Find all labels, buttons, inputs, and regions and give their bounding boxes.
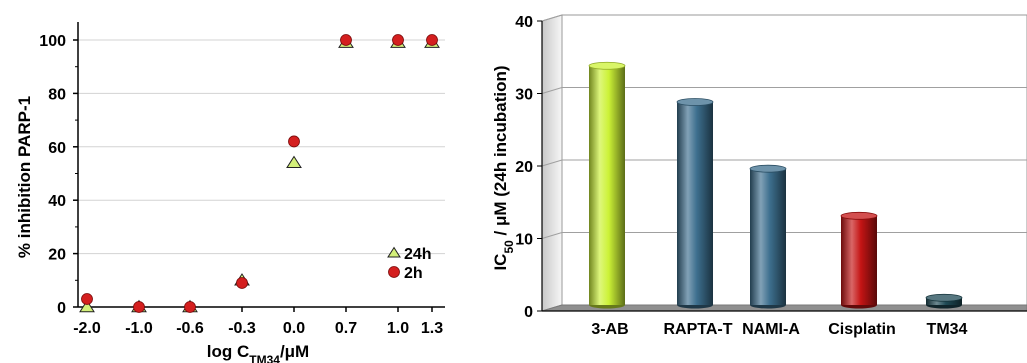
y-tick-label: 80 xyxy=(48,86,66,103)
y-tick-label: 10 xyxy=(515,232,533,249)
bar-top xyxy=(588,61,626,70)
x-tick-label: -0.3 xyxy=(228,320,256,337)
data-point-circle xyxy=(392,34,404,46)
bar-top xyxy=(840,211,878,220)
x-tick-label: 1.3 xyxy=(421,320,443,337)
category-label: 3-AB xyxy=(591,321,628,338)
category-label: NAMI-A xyxy=(742,321,800,338)
side-gridline xyxy=(541,87,563,94)
side-gridline xyxy=(541,232,563,239)
data-point-circle xyxy=(133,301,145,313)
side-gridline xyxy=(541,159,563,167)
category-label: Cisplatin xyxy=(828,321,896,338)
data-point-circle xyxy=(236,277,248,289)
legend-label: 2h xyxy=(404,265,423,282)
y-tick-label: 100 xyxy=(39,33,66,50)
y-tick-label: 40 xyxy=(515,14,533,31)
legend-marker-circle xyxy=(388,266,400,278)
bar-top xyxy=(749,164,787,173)
y-axis-label: % inhibition PARP-1 xyxy=(15,96,34,258)
y-tick-label: 20 xyxy=(515,159,533,176)
x-tick-label: -2.0 xyxy=(73,320,101,337)
category-label: RAPTA-T xyxy=(663,321,732,338)
data-point-circle xyxy=(340,34,352,46)
side-gridline xyxy=(541,14,563,22)
legend-marker-triangle xyxy=(387,246,401,258)
y-tick-label: 0 xyxy=(57,300,66,317)
data-point-triangle xyxy=(286,155,302,169)
x-axis-label: log CTM34/μM xyxy=(207,342,309,363)
bar xyxy=(750,168,786,305)
bar-top xyxy=(676,98,714,106)
y-tick-label: 30 xyxy=(515,87,533,104)
data-point-triangle xyxy=(79,299,95,313)
legend-label: 24h xyxy=(404,246,432,263)
bar xyxy=(841,215,877,305)
bar-top xyxy=(925,293,963,302)
x-tick-label: 0.0 xyxy=(283,320,305,337)
data-point-circle xyxy=(288,135,300,148)
category-label: TM34 xyxy=(927,321,968,338)
x-tick-label: -0.6 xyxy=(176,320,204,337)
bar xyxy=(677,102,713,305)
y-tick-label: 60 xyxy=(48,140,66,157)
y-tick-label: 0 xyxy=(524,304,533,321)
data-point-circle xyxy=(184,301,196,313)
data-point-circle xyxy=(426,34,438,46)
y-axis-label: IC50 / μM (24h incubation) xyxy=(491,65,516,270)
x-tick-label: -1.0 xyxy=(125,320,153,337)
data-point-circle xyxy=(81,293,93,305)
y-tick-label: 20 xyxy=(48,247,66,264)
bar xyxy=(589,65,625,305)
y-tick-label: 40 xyxy=(48,193,66,210)
x-tick-label: 0.7 xyxy=(335,320,357,337)
x-tick-label: 1.0 xyxy=(387,320,409,337)
